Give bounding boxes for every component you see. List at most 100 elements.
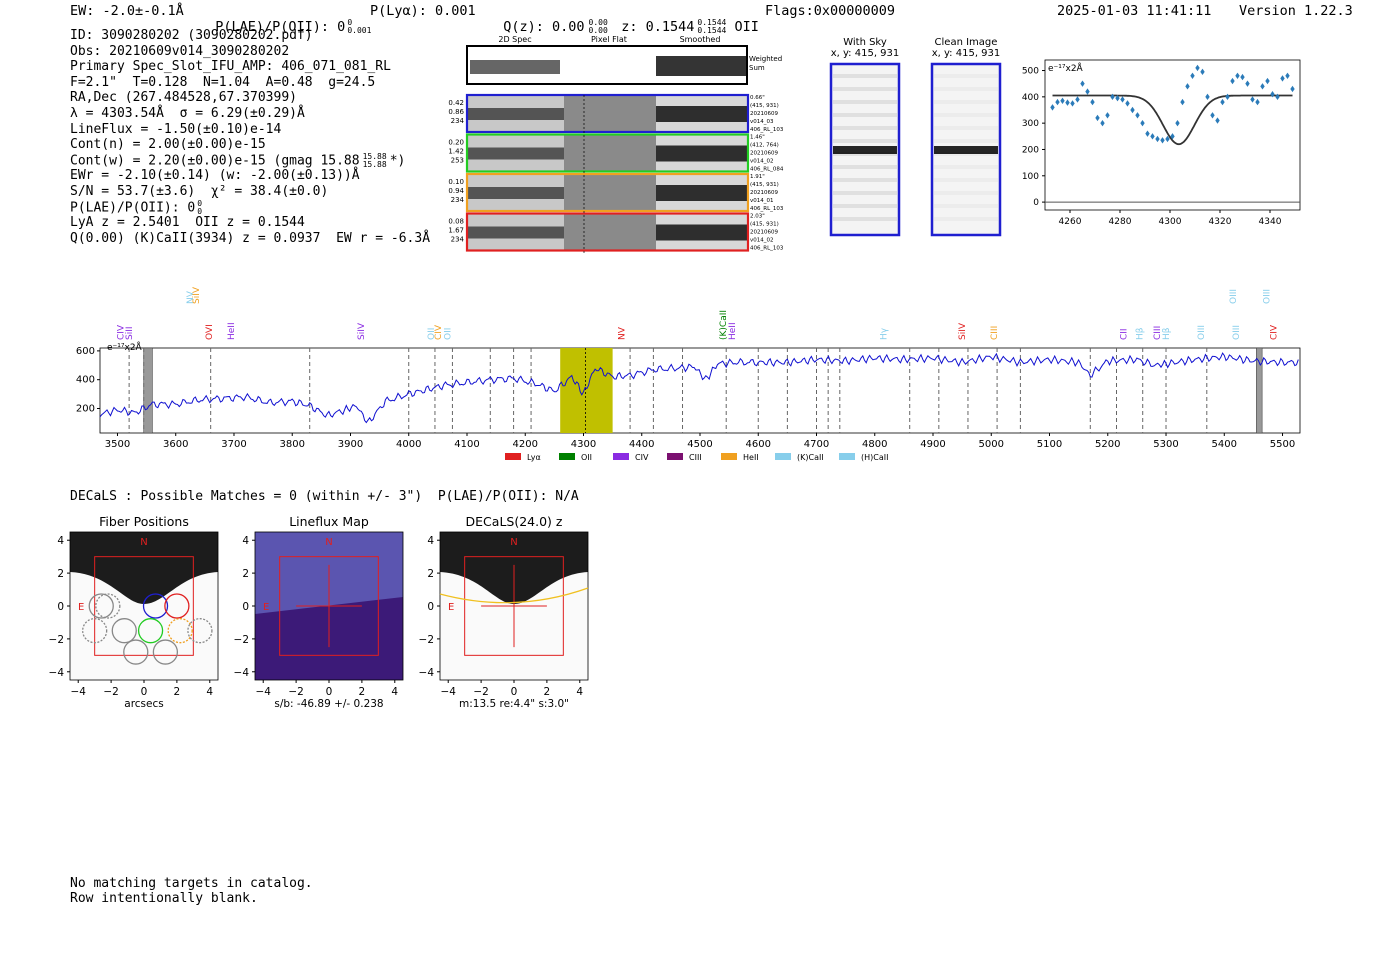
- fit-data-point: [1195, 64, 1200, 72]
- with-sky-sky-row: [833, 74, 897, 78]
- fiber-circle: [142, 593, 169, 619]
- decals-panel-title: Lineflux Map: [289, 514, 369, 529]
- row-right-label: 1.46": [750, 135, 765, 141]
- with-sky-source-band: [833, 146, 897, 154]
- with-sky-sky-row: [833, 139, 897, 143]
- spec-legend-label: OII: [581, 453, 592, 462]
- spec-legend-label: Lyα: [527, 453, 541, 462]
- row-left-label: 234: [451, 117, 465, 125]
- header-z-sup: 0.1544: [697, 18, 727, 27]
- decals-xtick-label: −4: [440, 686, 456, 698]
- spec-legend-label: CIII: [689, 453, 702, 462]
- fit-data-point: [1145, 130, 1150, 137]
- spec-xtick-label: 5500: [1270, 439, 1295, 450]
- decals-xtick-label: −4: [255, 686, 271, 698]
- fiber-circle: [111, 618, 137, 644]
- fit-data-point: [1085, 88, 1090, 95]
- weighted-2d-band: [470, 60, 560, 74]
- fit-data-point: [1235, 72, 1240, 79]
- fit-data-point: [1260, 83, 1265, 90]
- decals-search-box: [94, 556, 194, 656]
- fit-data-point: [1290, 85, 1295, 93]
- spec-line-label: OVI: [205, 324, 215, 340]
- with-sky-sky-row: [833, 113, 897, 117]
- decals-ytick-label: −2: [419, 634, 434, 646]
- info-ewr: EWr = -2.10(±0.14) (w: -2.00(±0.13))Å: [70, 168, 360, 184]
- fit-ytick-label: 400: [1022, 93, 1039, 103]
- fit-data-point: [1190, 72, 1195, 79]
- detection-info: ID: 3090280202 (3090280202.pdf) Obs: 202…: [70, 28, 430, 246]
- info-lya: LyA z = 2.5401 OII z = 0.1544: [70, 215, 305, 231]
- decals-ytick-label: 4: [242, 535, 249, 547]
- row-right-label: v014_03: [750, 119, 774, 125]
- with-sky-title: With Sky x, y: 415, 931: [820, 37, 910, 59]
- fiber-circle: [82, 618, 108, 644]
- fit-data-point: [1275, 93, 1280, 101]
- spec-legend-swatch: [775, 453, 791, 460]
- spec-units-label: e⁻¹⁷x2Å: [107, 341, 143, 353]
- row-right-label: 0.66": [750, 95, 765, 101]
- decals-xtick-label: 2: [359, 686, 366, 698]
- fit-ytick-label: 500: [1022, 67, 1039, 77]
- row-smooth-band: [656, 185, 748, 201]
- footer-line-2: Row intentionally blank.: [70, 891, 258, 906]
- row-right-label: 20210609: [750, 190, 778, 196]
- spec-masked-region: [143, 347, 153, 434]
- spec-xtick-label: 4000: [396, 439, 421, 450]
- fit-data-point: [1130, 106, 1135, 114]
- decals-search-box: [279, 556, 379, 656]
- fit-data-point: [1170, 133, 1175, 140]
- with-sky-label: With Sky: [843, 37, 887, 48]
- fit-data-point: [1110, 93, 1115, 101]
- with-sky-sky-row: [833, 100, 897, 104]
- decals-ytick-label: 2: [242, 568, 249, 580]
- spec-line-label: SiII: [125, 326, 135, 340]
- row-left-label: 234: [451, 196, 465, 204]
- fit-data-point: [1135, 112, 1140, 119]
- fit-data-point: [1070, 100, 1075, 107]
- spec-line-label: Hβ: [1162, 327, 1172, 340]
- row-left-label: 0.10: [448, 178, 464, 186]
- fit-data-point: [1245, 80, 1250, 87]
- spec-ytick-label: 200: [76, 404, 95, 415]
- spec-line-label: HeII: [728, 322, 738, 340]
- row-right-label: v014_02: [750, 159, 774, 165]
- row-left-label: 1.67: [448, 227, 464, 235]
- row-frame: [465, 93, 750, 134]
- fit-data-point: [1060, 97, 1065, 104]
- full-spectrum-chart: e⁻¹⁷x2Å 200 400 600 3500 3600 3700 3800 3900 4000…: [76, 286, 1301, 462]
- fit-data-point: [1120, 96, 1125, 103]
- clean-sky-row: [934, 113, 998, 117]
- decals-north: N: [140, 537, 147, 548]
- spec-xtick-label: 5100: [1037, 439, 1062, 450]
- header-flags: Flags:0x00000009: [765, 3, 896, 19]
- fit-ytick-label: 0: [1033, 198, 1039, 208]
- spec-legend-swatch: [505, 453, 521, 460]
- spec-xtick-label: 4400: [629, 439, 654, 450]
- header-plae-label: P(LAE)/P(OII): 0: [215, 19, 346, 35]
- header-plae-sup: 0: [347, 18, 353, 27]
- decals-xtick-label: 4: [206, 686, 213, 698]
- info-sn: S/N = 53.7(±3.6) χ² = 38.4(±0.0): [70, 183, 329, 199]
- row-frame: [465, 212, 750, 252]
- decals-panel-title: Fiber Positions: [99, 514, 189, 529]
- fiber-circle: [123, 639, 149, 665]
- row-flat: [564, 134, 656, 172]
- fit-data-point: [1155, 135, 1160, 143]
- info-contw-text: Cont(w) = 2.20(±0.00)e-15 (gmag 15.88: [70, 153, 360, 169]
- fiber-circle: [167, 618, 193, 644]
- with-sky-sky-row: [833, 217, 897, 221]
- fit-data-point: [1105, 112, 1110, 119]
- decals-ytick-label: 2: [427, 568, 434, 580]
- spec-xtick-label: 5400: [1212, 439, 1237, 450]
- weighted-smooth-band: [656, 56, 746, 76]
- fit-data-point: [1255, 98, 1260, 106]
- fit-data-point: [1100, 119, 1105, 127]
- decals-ytick-label: −4: [234, 667, 250, 679]
- fit-data-point: [1075, 96, 1080, 103]
- row-flat: [564, 95, 656, 132]
- header-qz-sub: 0.00: [588, 26, 608, 35]
- info-lambda: λ = 4303.54Å σ = 6.29(±0.29)Å: [70, 105, 305, 121]
- spec-xtick-label: 3900: [338, 439, 363, 450]
